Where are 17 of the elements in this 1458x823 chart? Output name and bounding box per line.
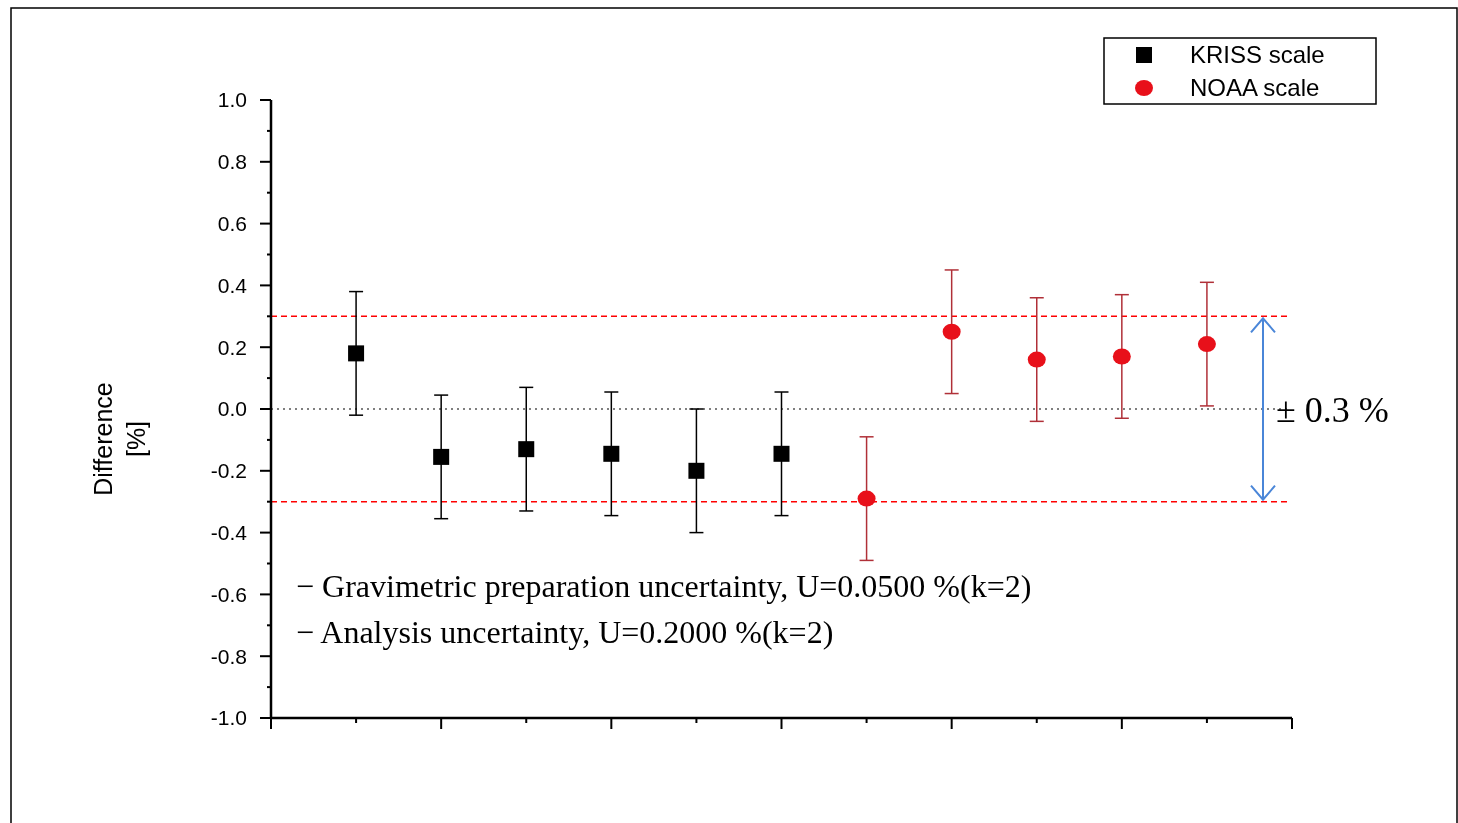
y-tick-label: 0.4 — [217, 273, 248, 297]
y-tick-label: -0.2 — [210, 459, 247, 483]
y-tick-label: 0.8 — [217, 150, 247, 174]
y-tick-label: 0.6 — [217, 211, 247, 235]
legend-label: NOAA scale — [1190, 74, 1320, 102]
annotation: − Gravimetric preparation uncertainty, U=0.0500 %(k=2) — [296, 568, 1032, 605]
annotation: ± 0.3 % — [1276, 389, 1389, 430]
y-tick-label: 1.0 — [217, 88, 247, 112]
y-tick-label: -0.8 — [210, 644, 247, 668]
y-tick-label: -1.0 — [210, 706, 247, 730]
y-tick-label: -0.6 — [210, 582, 247, 606]
y-tick-label: 0.0 — [217, 397, 247, 421]
annotation: − Analysis uncertainty, U=0.2000 %(k=2) — [296, 614, 834, 651]
y-axis-title: Difference [%] — [89, 382, 150, 496]
y-tick-label: -0.4 — [210, 520, 248, 544]
legend-label: KRISS scale — [1190, 41, 1325, 69]
y-tick-label: 0.2 — [217, 335, 247, 359]
